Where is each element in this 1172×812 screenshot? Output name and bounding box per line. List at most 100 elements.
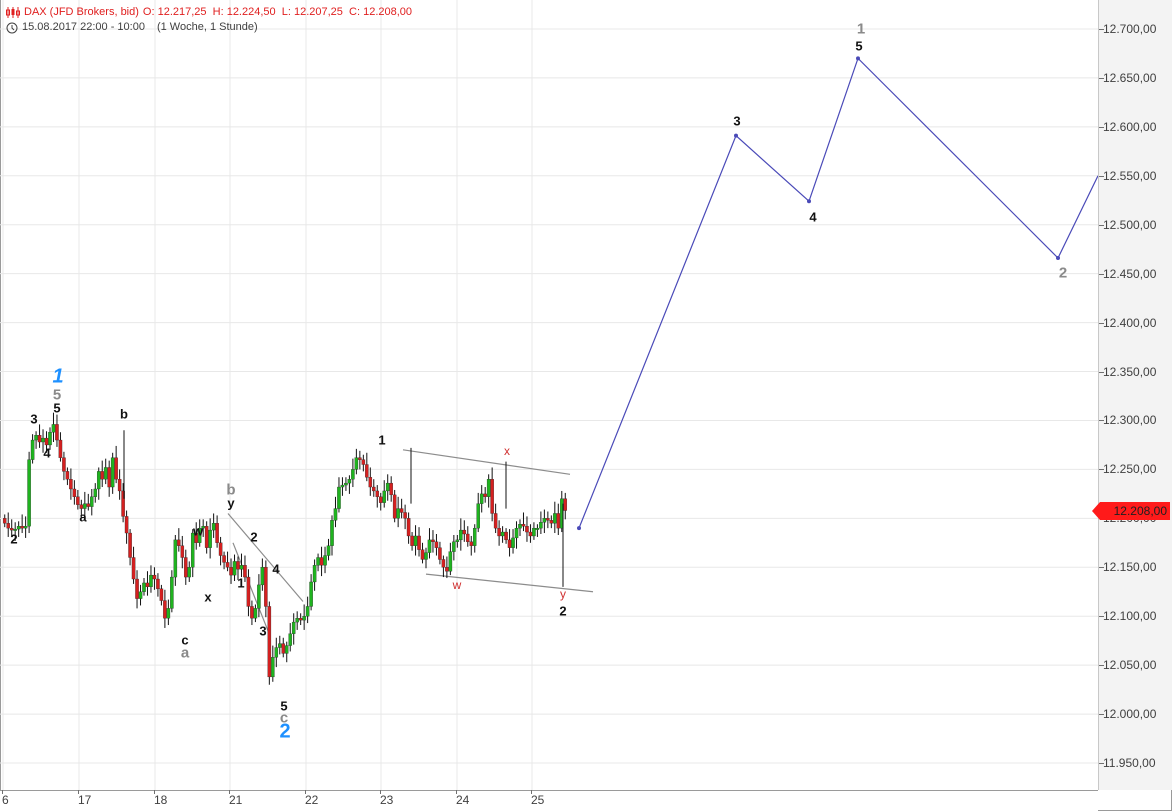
candle-body xyxy=(441,559,446,568)
candle-body xyxy=(159,588,164,601)
candle-body xyxy=(305,606,310,617)
candle-body xyxy=(27,459,31,527)
candle-body xyxy=(497,527,501,537)
candle-body xyxy=(504,531,508,541)
candle-body xyxy=(107,467,111,488)
candle-body xyxy=(476,503,480,529)
candle-body xyxy=(229,567,233,576)
candle-body xyxy=(490,479,494,514)
candle-body xyxy=(211,523,216,531)
candle-body xyxy=(166,608,171,619)
channel-trendline xyxy=(227,513,304,602)
price-tick-label: 12.650,00 xyxy=(1098,70,1157,85)
date-tick-label: 21 xyxy=(229,790,243,807)
candle-body xyxy=(333,508,338,521)
candle-body xyxy=(528,531,533,537)
candle-body xyxy=(546,518,550,521)
candle-body xyxy=(542,518,547,523)
candle-body xyxy=(264,567,268,607)
candle-body xyxy=(427,539,432,553)
date-tick-label: 17 xyxy=(78,790,92,807)
candle-body xyxy=(340,484,345,488)
candle-body xyxy=(330,520,334,546)
candle-body xyxy=(48,432,52,446)
candle-body xyxy=(399,508,404,513)
candle-body xyxy=(462,529,467,535)
candle-body xyxy=(58,439,63,458)
candle-body xyxy=(302,616,306,621)
candle-body xyxy=(469,541,474,546)
price-tick-label: 12.100,00 xyxy=(1098,609,1157,624)
time-axis[interactable]: 6 17 18 21 22 23 24 25 xyxy=(0,790,1098,811)
candle-body xyxy=(110,457,115,488)
candle-body xyxy=(62,457,66,472)
candle-body xyxy=(326,545,331,556)
wave-label: 3 xyxy=(30,411,38,427)
wave-label: w xyxy=(192,523,204,539)
candle-body xyxy=(514,527,519,539)
date-tick-label: 6 xyxy=(2,790,9,807)
candle-body xyxy=(173,539,178,578)
candle-body xyxy=(295,618,299,623)
instrument-name: DAX (JFD Brokers, bid) xyxy=(24,6,139,18)
wave-label: c xyxy=(181,632,189,648)
date-tick-label: 18 xyxy=(154,790,168,807)
candle-body xyxy=(347,479,352,484)
wave-label: y xyxy=(560,587,566,601)
wave-label: x xyxy=(204,589,212,605)
candle-body xyxy=(170,576,174,609)
candle-body xyxy=(410,535,414,546)
price-axis[interactable]: 12.700,00 12.650,00 12.600,00 12.550,00 12.5… xyxy=(1098,0,1172,790)
wave-label: 2 xyxy=(279,720,291,743)
candle-body xyxy=(184,557,188,578)
wave-label: 4 xyxy=(272,561,280,577)
wave-label: 5 xyxy=(280,698,288,714)
range-text: (1 Woche, 1 Stunde) xyxy=(156,21,258,33)
candle-body xyxy=(521,524,526,527)
candle-body xyxy=(204,526,209,548)
candle-body xyxy=(382,490,386,503)
wave-label: 3 xyxy=(259,623,267,639)
candle-body xyxy=(114,457,118,480)
candle-body xyxy=(420,549,425,560)
candle-body xyxy=(372,486,376,492)
candle-body xyxy=(316,557,320,566)
candle-body xyxy=(243,565,247,578)
projection-point xyxy=(577,526,581,531)
candle-body xyxy=(553,513,557,524)
wave-label: a xyxy=(79,509,87,525)
candle-body xyxy=(431,539,435,542)
wave-label: 2 xyxy=(10,531,18,547)
candle-body xyxy=(358,457,362,460)
wave-label: 2 xyxy=(250,529,258,545)
price-tick-label: 12.300,00 xyxy=(1098,413,1157,428)
candle-body xyxy=(392,494,397,519)
candle-body xyxy=(361,459,366,465)
chart-header: DAX (JFD Brokers, bid) O: 12.217,25 H: 1… xyxy=(6,5,412,35)
candle-body xyxy=(16,526,21,530)
candle-body xyxy=(354,457,359,470)
candle-body xyxy=(448,551,453,572)
candle-body xyxy=(486,479,491,497)
candle-body xyxy=(563,498,568,511)
wave-label: b xyxy=(120,406,128,422)
candle-body xyxy=(13,528,17,531)
candle-body xyxy=(23,526,28,529)
candle-body xyxy=(452,541,456,552)
candlestick-chart-icon xyxy=(6,7,20,18)
candle-body xyxy=(375,490,380,497)
candle-body xyxy=(535,527,540,530)
projection-point xyxy=(807,199,811,204)
candle-body xyxy=(253,608,258,619)
candle-body xyxy=(472,527,477,546)
wave-label: c xyxy=(279,709,289,727)
price-tick-label: 12.000,00 xyxy=(1098,707,1157,722)
candle-body xyxy=(100,471,104,480)
candle-body xyxy=(149,574,153,588)
wave-label: w xyxy=(452,578,462,592)
wave-label: 4 xyxy=(43,445,51,461)
period-text: 15.08.2017 22:00 - 10:00 xyxy=(22,21,145,33)
wave-label: 1 xyxy=(378,432,386,448)
candle-body xyxy=(128,532,132,558)
